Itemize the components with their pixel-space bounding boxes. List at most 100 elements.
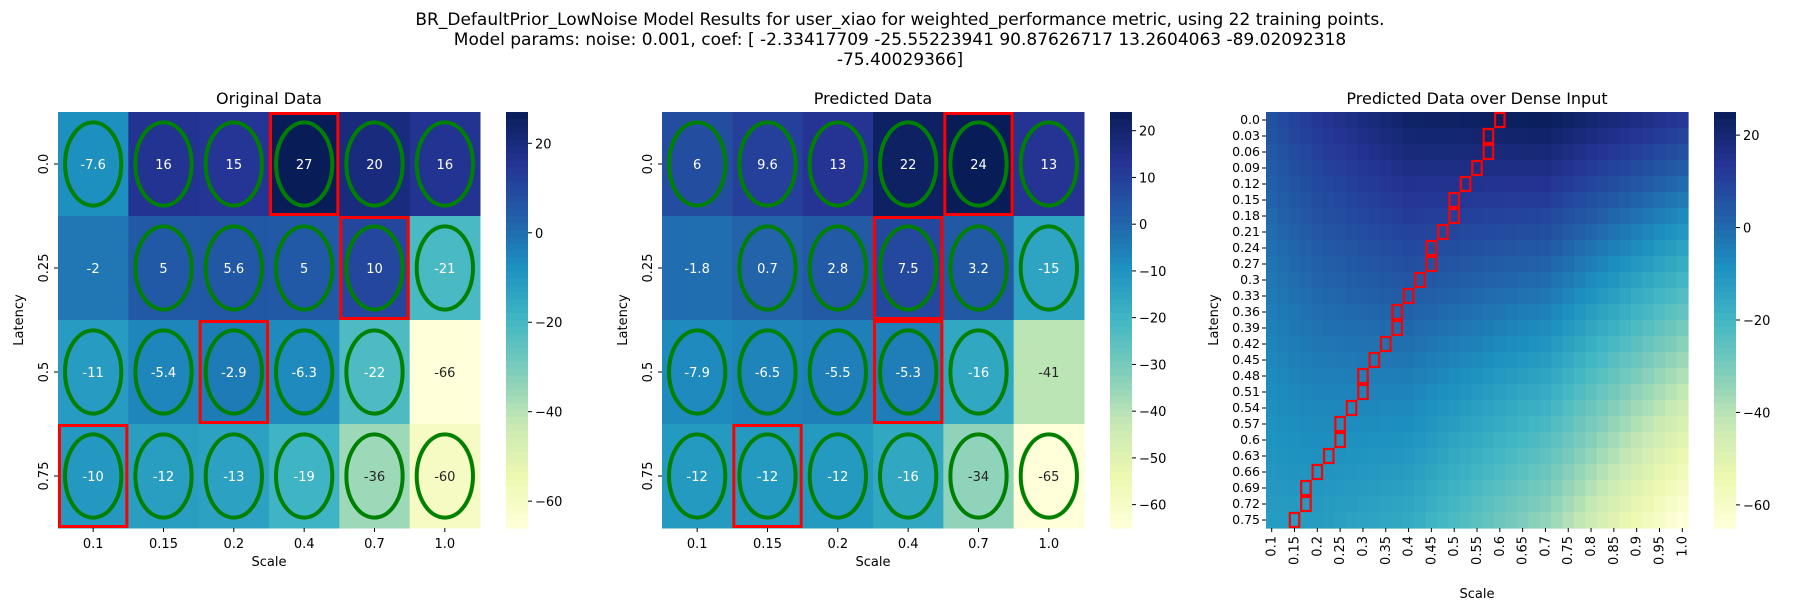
dense-cell [1471, 160, 1484, 177]
colorbar-segment [506, 320, 528, 328]
dense-cell [1277, 448, 1290, 465]
dense-cell [1448, 144, 1461, 161]
dense-cell [1323, 416, 1336, 433]
training-point-circle [878, 224, 939, 312]
training-point-circle [344, 120, 405, 208]
dense-cell [1516, 128, 1529, 145]
dense-cell [1266, 448, 1279, 465]
dense-cell [1323, 384, 1336, 401]
dense-cell [1345, 192, 1358, 209]
dense-cell [1642, 352, 1655, 369]
dense-cell [1402, 320, 1415, 337]
y-tick-label: 0.69 [1232, 480, 1260, 495]
dense-cell [1505, 320, 1518, 337]
dense-cell [1345, 352, 1358, 369]
dense-cell [1665, 336, 1678, 353]
dense-cell [1528, 368, 1541, 385]
dense-cell [1619, 480, 1632, 497]
cell-value-label: -12 [687, 470, 708, 485]
dense-cell [1608, 320, 1621, 337]
y-tick-label: 0.25 [641, 254, 656, 283]
dense-cell [1368, 176, 1381, 193]
dense-cell [1380, 320, 1393, 337]
dense-cell [1539, 496, 1552, 513]
dense-cell [1482, 320, 1495, 337]
dense-cell [1448, 208, 1461, 225]
dense-cell [1277, 496, 1290, 513]
dense-cell [1585, 480, 1598, 497]
dense-cell [1277, 352, 1290, 369]
dense-cell [1562, 416, 1575, 433]
dense-cell [1288, 512, 1301, 529]
heatmap-cell [339, 424, 411, 529]
heatmap-cell [269, 112, 340, 217]
dense-cell [1562, 512, 1575, 529]
heatmap-cell [943, 216, 1015, 321]
dense-cell [1323, 496, 1336, 513]
dense-cell [1459, 384, 1472, 401]
colorbar-segment [1714, 285, 1736, 293]
dense-cell [1494, 192, 1507, 209]
dense-cell [1437, 352, 1450, 369]
dense-cell [1505, 128, 1518, 145]
dense-cell [1266, 432, 1279, 449]
cell-value-label: -21 [434, 262, 455, 277]
dense-cell [1311, 224, 1324, 241]
dense-cell [1630, 448, 1643, 465]
training-point-circle [203, 120, 264, 208]
dense-cell [1357, 480, 1370, 497]
dense-cell [1345, 336, 1358, 353]
heatmap-cell [1013, 216, 1085, 321]
dense-cell [1528, 288, 1541, 305]
dense-best-box [1414, 271, 1426, 289]
x-tick-label: 0.7 [1538, 536, 1553, 557]
dense-cell [1266, 368, 1279, 385]
dense-cell [1528, 272, 1541, 289]
dense-cell [1585, 256, 1598, 273]
dense-cell [1653, 256, 1666, 273]
cell-value-label: 7.5 [898, 262, 919, 277]
x-tick-label: 0.25 [1333, 536, 1348, 565]
dense-cell [1528, 144, 1541, 161]
dense-cell [1425, 400, 1438, 417]
dense-cell [1311, 112, 1324, 129]
dense-cell [1300, 464, 1313, 481]
dense-cell [1459, 224, 1472, 241]
training-point-circle [203, 328, 264, 416]
x-tick-label: 0.9 [1630, 536, 1645, 557]
dense-cell [1596, 512, 1609, 529]
dense-cell [1334, 208, 1347, 225]
figure-suptitle-line-1: BR_DefaultPrior_LowNoise Model Results f… [415, 10, 1385, 30]
dense-cell [1596, 176, 1609, 193]
dense-best-box [1482, 143, 1495, 161]
dense-cell [1437, 160, 1450, 177]
colorbar-segment [506, 465, 528, 474]
dense-cell [1562, 448, 1575, 465]
dense-cell [1585, 448, 1598, 465]
dense-cell [1311, 448, 1324, 465]
dense-cell [1471, 512, 1484, 529]
dense-cell [1471, 368, 1484, 385]
dense-cell [1459, 336, 1472, 353]
dense-cell [1357, 448, 1370, 465]
dense-cell [1516, 416, 1529, 433]
dense-best-box [1391, 319, 1403, 337]
dense-best-box [1345, 399, 1358, 417]
colorbar-segment [1110, 160, 1132, 169]
dense-cell [1471, 224, 1484, 241]
colorbar-segment [1110, 375, 1132, 383]
dense-cell [1414, 160, 1427, 177]
dense-cell [1596, 208, 1609, 225]
dense-cell [1368, 272, 1381, 289]
cell-value-label: -41 [1038, 366, 1059, 381]
dense-cell [1323, 400, 1336, 417]
dense-cell [1630, 352, 1643, 369]
dense-cell [1573, 240, 1586, 257]
dense-cell [1665, 128, 1678, 145]
training-point-circle [737, 328, 798, 416]
colorbar-segment [1110, 347, 1132, 356]
dense-cell [1562, 400, 1575, 417]
dense-cell [1288, 304, 1301, 321]
y-tick-label: 0.18 [1232, 208, 1260, 223]
dense-cell [1630, 368, 1643, 385]
